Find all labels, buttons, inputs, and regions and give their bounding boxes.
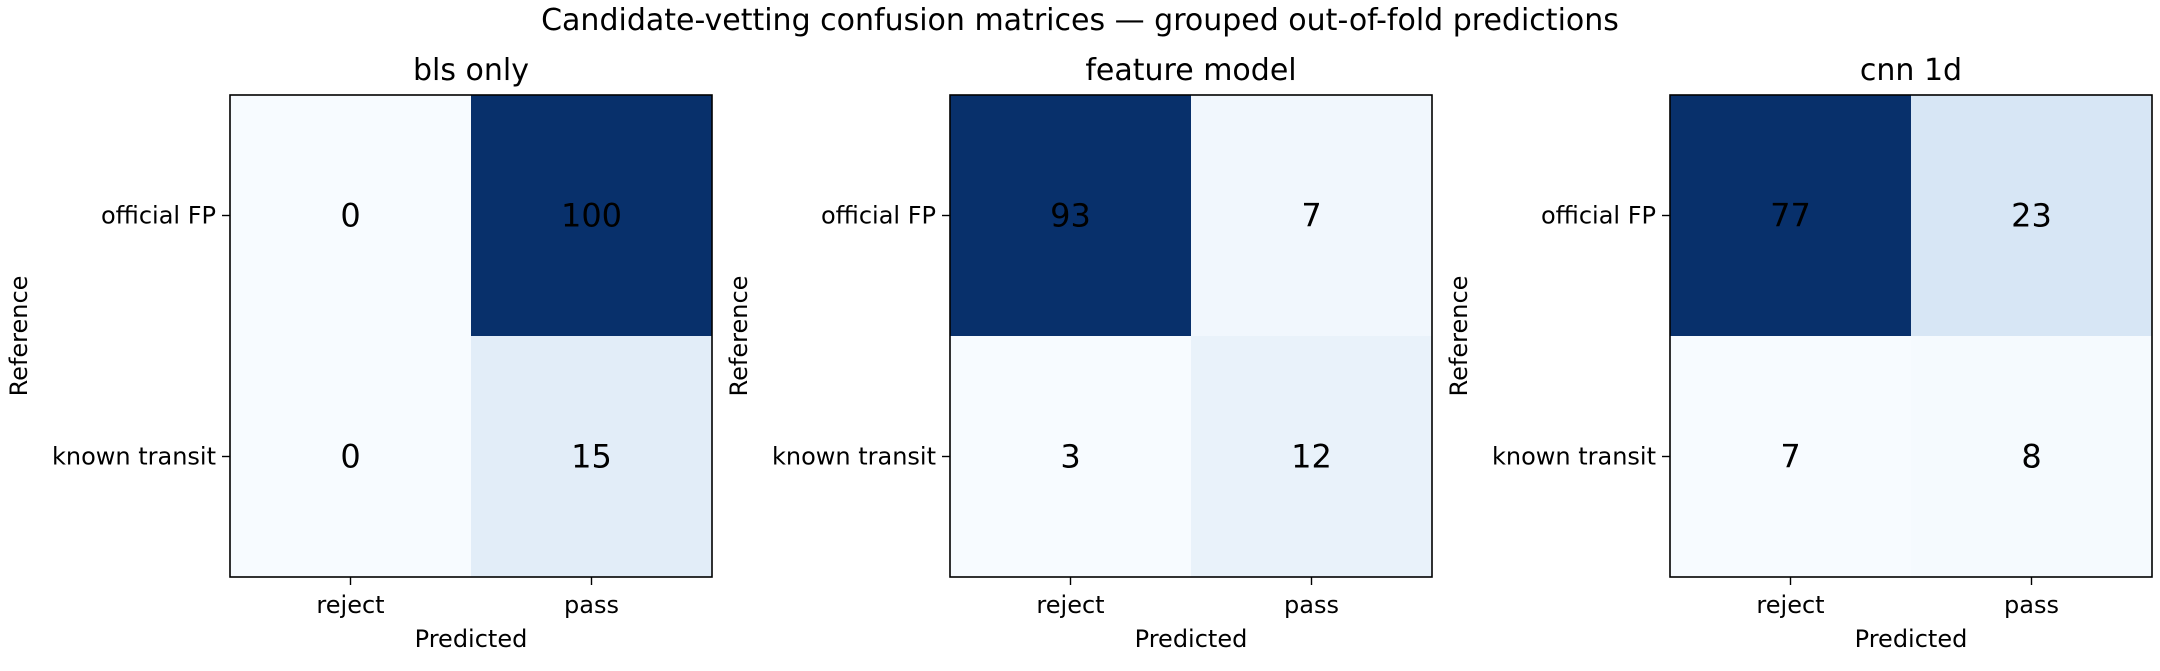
y-tick-label: official FP	[1541, 202, 1656, 230]
cell-value-label: 77	[1770, 197, 1811, 235]
heatmap-cell	[1191, 336, 1432, 577]
cell-value-label: 0	[340, 438, 360, 476]
y-tick-label: known transit	[1492, 443, 1656, 471]
x-tick-label: pass	[2004, 591, 2059, 619]
cell-value-label: 12	[1291, 438, 1332, 476]
x-tick-label: pass	[564, 591, 619, 619]
x-tick-label: pass	[1284, 591, 1339, 619]
heatmap-cell	[1670, 336, 1911, 577]
heatmap-cell	[950, 336, 1191, 577]
y-axis-label: Reference	[5, 276, 33, 397]
x-axis-label: Predicted	[1135, 625, 1248, 653]
cell-value-label: 100	[561, 197, 622, 235]
y-tick-label: official FP	[101, 202, 216, 230]
confusion-matrix-panel-3: cnn 1d 77 23 7 8 official FP known transit reje…	[1445, 53, 2153, 653]
cell-value-label: 3	[1060, 438, 1080, 476]
y-tick-label: official FP	[821, 202, 936, 230]
cell-value-label: 7	[1780, 438, 1800, 476]
heatmap-cell	[1670, 95, 1911, 336]
x-tick-label: reject	[316, 591, 384, 619]
cell-value-label: 23	[2011, 197, 2052, 235]
cell-value-label: 8	[2021, 438, 2041, 476]
panel-title: cnn 1d	[1860, 53, 1962, 88]
heatmap-cell	[471, 336, 712, 577]
y-tick-label: known transit	[772, 443, 936, 471]
plot-frame	[229, 94, 713, 578]
y-axis-label: Reference	[1445, 276, 1473, 397]
heatmap-cell	[1191, 95, 1432, 336]
heatmap-cell	[1911, 95, 2152, 336]
heatmap-cell	[1911, 336, 2152, 577]
x-tick-label: reject	[1036, 591, 1104, 619]
panel-title: bls only	[413, 53, 529, 88]
plot-frame	[1669, 94, 2153, 578]
heatmap-cell	[230, 95, 471, 336]
y-axis-label: Reference	[725, 276, 753, 397]
confusion-matrix-panel-2: feature model 93 7 3 12 official FP known tran…	[725, 53, 1433, 653]
cell-value-label: 93	[1050, 197, 1091, 235]
heatmap-cell	[950, 95, 1191, 336]
cell-value-label: 0	[340, 197, 360, 235]
panel-title: feature model	[1085, 53, 1296, 88]
heatmap-cell	[471, 95, 712, 336]
cell-value-label: 15	[571, 438, 612, 476]
y-tick-label: known transit	[52, 443, 216, 471]
cell-value-label: 7	[1301, 197, 1321, 235]
heatmap-cell	[230, 336, 471, 577]
confusion-matrix-panel-1: bls only 0 100 0 15 official FP known transit r…	[5, 53, 713, 653]
plot-frame	[949, 94, 1433, 578]
x-axis-label: Predicted	[415, 625, 528, 653]
x-axis-label: Predicted	[1855, 625, 1968, 653]
x-tick-label: reject	[1756, 591, 1824, 619]
figure-title: Candidate-vetting confusion matrices — g…	[541, 3, 1619, 38]
